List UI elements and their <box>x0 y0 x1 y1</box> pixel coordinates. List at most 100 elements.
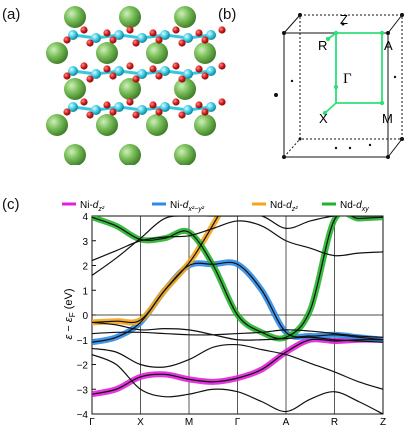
band-highlight <box>92 216 222 326</box>
band-structure-chart: Ni-dz² Ni-dx²−y² Nd-dz² Nd-dxy 4 3 2 1 0 −1 −2 −3 −… <box>62 200 386 428</box>
x-tick-label: R <box>331 417 338 428</box>
o-atom <box>218 62 226 70</box>
y-tick-label: 4 <box>82 212 88 223</box>
y-tick-label: −4 <box>77 410 89 421</box>
chart-legend: Ni-dz² Ni-dx²−y² Nd-dz² Nd-dxy <box>62 200 369 213</box>
y-tick-label: 2 <box>82 262 88 273</box>
nd-atom <box>146 114 168 136</box>
ni-atom <box>183 33 193 43</box>
ni-atom <box>183 69 193 79</box>
o-atom <box>109 108 117 116</box>
legend-label: Nd-dxy <box>340 200 369 213</box>
nd-atom <box>64 6 86 28</box>
nd-atom <box>64 78 86 100</box>
ni-atom <box>91 105 101 115</box>
nd-atom <box>96 114 118 136</box>
o-atom <box>218 98 226 106</box>
o-atom <box>201 36 209 44</box>
nd-atom <box>46 114 68 136</box>
bz-label-x: X <box>319 111 328 126</box>
bz-label-r: R <box>318 38 327 53</box>
o-atom <box>149 65 157 73</box>
nd-atom <box>146 42 168 64</box>
o-atom <box>126 26 134 34</box>
nd-atom <box>46 42 68 64</box>
nd-atom <box>194 114 216 136</box>
o-atom <box>132 111 140 119</box>
band-line <box>92 216 383 340</box>
o-atom <box>201 108 209 116</box>
panel-label-b: (b) <box>218 6 237 23</box>
y-tick-label: −3 <box>77 385 89 396</box>
o-atom <box>149 29 157 37</box>
o-atom <box>80 62 88 70</box>
o-atom <box>172 62 180 70</box>
y-tick-label: 3 <box>82 237 88 248</box>
ni-atom <box>206 102 216 112</box>
bz-label-a: A <box>384 38 393 53</box>
o-atom <box>80 98 88 106</box>
o-atom <box>172 98 180 106</box>
ni-atom <box>91 69 101 79</box>
band-line <box>92 338 383 395</box>
nd-atom <box>194 42 216 64</box>
brillouin-zone-diagram: Z R A Γ X M <box>274 12 404 159</box>
band-line <box>92 354 383 414</box>
nd-atom <box>119 6 141 28</box>
ni-atom <box>206 30 216 40</box>
band-line <box>92 343 383 390</box>
legend-label: Ni-dx²−y² <box>170 200 205 213</box>
o-atom <box>155 108 163 116</box>
nd-atom <box>64 144 86 165</box>
o-atom <box>132 39 140 47</box>
legend-label: Nd-dz² <box>270 200 298 213</box>
crystal-structure-image <box>46 6 226 165</box>
band-line <box>92 261 383 343</box>
band-line <box>92 220 383 262</box>
o-atom <box>103 29 111 37</box>
o-atom <box>178 111 186 119</box>
ni-atom <box>91 33 101 43</box>
o-atom <box>86 75 94 83</box>
x-tick-label: X <box>137 417 144 428</box>
o-atom <box>195 65 203 73</box>
crystal-layers <box>46 6 226 165</box>
o-atom <box>149 101 157 109</box>
o-atom <box>109 72 117 80</box>
x-tick-label: Γ <box>235 417 241 428</box>
o-atom <box>155 36 163 44</box>
panel-label-a: (a) <box>2 6 21 23</box>
panel-label-c: (c) <box>2 196 20 213</box>
ni-atom <box>68 66 78 76</box>
bz-path <box>324 32 383 114</box>
ni-atom <box>183 105 193 115</box>
o-atom <box>80 26 88 34</box>
x-tick-label: Z <box>380 417 386 428</box>
y-tick-label: −1 <box>77 336 89 347</box>
o-atom <box>195 101 203 109</box>
ni-atom <box>160 30 170 40</box>
o-atom <box>132 75 140 83</box>
band-line <box>92 321 383 343</box>
nd-atom <box>174 6 196 28</box>
o-atom <box>195 29 203 37</box>
o-atom <box>103 101 111 109</box>
x-tick-label: M <box>185 417 193 428</box>
y-tick-label: −2 <box>77 361 89 372</box>
nd-atom <box>174 78 196 100</box>
bz-label-gamma: Γ <box>343 71 352 87</box>
ni-atom <box>137 69 147 79</box>
o-atom <box>63 36 71 44</box>
ni-atom <box>68 30 78 40</box>
o-atom <box>109 36 117 44</box>
ni-atom <box>160 102 170 112</box>
o-atom <box>63 108 71 116</box>
o-atom <box>126 62 134 70</box>
o-atom <box>103 65 111 73</box>
y-axis-label: ε − εF (eV) <box>63 289 77 340</box>
ni-atom <box>206 66 216 76</box>
o-atom <box>201 72 209 80</box>
nd-atom <box>119 144 141 165</box>
ni-atom <box>114 30 124 40</box>
o-atom <box>218 26 226 34</box>
